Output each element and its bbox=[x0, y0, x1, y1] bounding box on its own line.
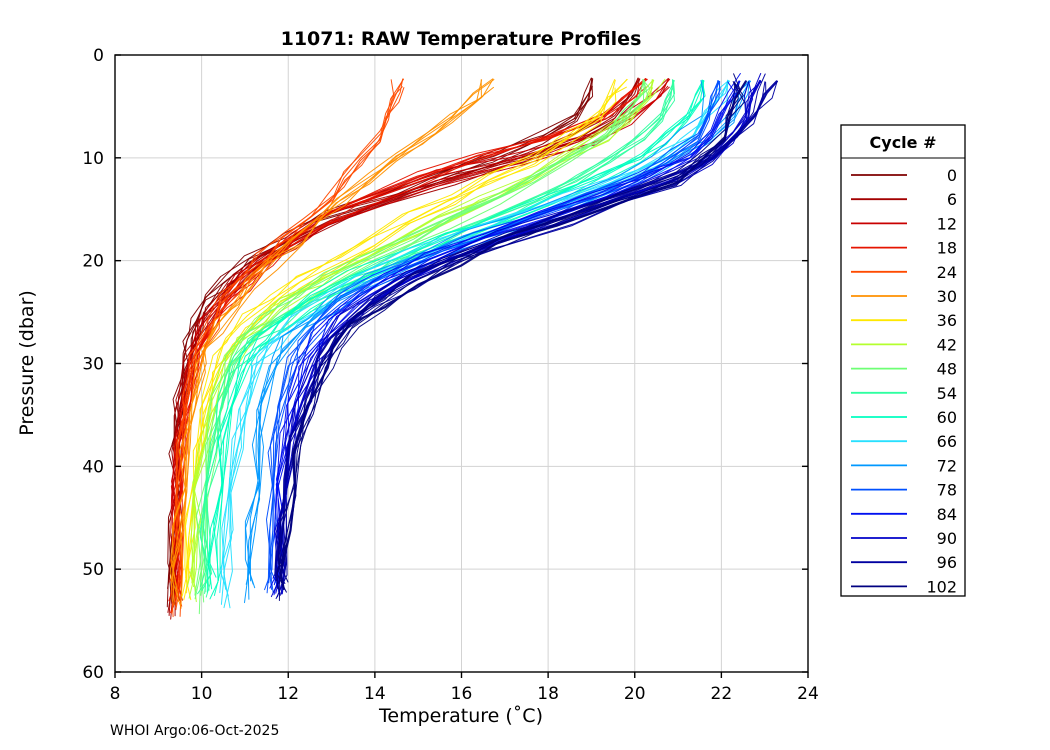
legend-item[interactable]: 36 bbox=[851, 311, 957, 330]
legend-item[interactable]: 18 bbox=[851, 239, 957, 258]
x-tick-label: 16 bbox=[451, 684, 473, 704]
y-tick-label: 50 bbox=[82, 560, 104, 580]
profile-line bbox=[208, 79, 703, 590]
legend-label: 42 bbox=[937, 335, 957, 354]
profile-line bbox=[201, 79, 675, 591]
legend-label: 0 bbox=[947, 166, 957, 185]
legend-label: 84 bbox=[937, 505, 957, 524]
profile-line bbox=[267, 80, 719, 594]
legend-label: 54 bbox=[937, 384, 957, 403]
legend-item[interactable]: 84 bbox=[851, 505, 957, 524]
legend-item[interactable]: 66 bbox=[851, 432, 957, 451]
x-tick-label: 22 bbox=[711, 684, 733, 704]
legend-label: 36 bbox=[937, 311, 957, 330]
x-tick-label: 24 bbox=[797, 684, 819, 704]
profile-line bbox=[266, 80, 721, 584]
profile-line bbox=[198, 79, 645, 615]
profile-line bbox=[282, 73, 766, 581]
profile-line bbox=[169, 78, 669, 583]
legend-item[interactable]: 6 bbox=[851, 190, 957, 209]
x-tick-label: 8 bbox=[110, 684, 121, 704]
legend-item[interactable]: 24 bbox=[851, 263, 957, 282]
legend-label: 72 bbox=[937, 456, 957, 475]
legend-item[interactable]: 78 bbox=[851, 481, 957, 500]
legend-title: Cycle # bbox=[870, 133, 937, 152]
profile-line bbox=[171, 86, 494, 609]
y-tick-label: 60 bbox=[82, 663, 104, 683]
legend-box bbox=[840, 124, 966, 597]
profile-line bbox=[185, 78, 628, 582]
chart-title: 11071: RAW Temperature Profiles bbox=[281, 28, 642, 50]
profile-line bbox=[199, 80, 675, 594]
y-tick-label: 30 bbox=[82, 355, 104, 375]
y-axis-label: Pressure (dbar) bbox=[16, 290, 38, 436]
grid-lines bbox=[115, 55, 808, 672]
profile-line bbox=[247, 80, 751, 600]
legend-item[interactable]: 60 bbox=[851, 408, 957, 427]
legend-label: 6 bbox=[947, 190, 957, 209]
profile-line bbox=[191, 79, 654, 584]
x-tick-label: 12 bbox=[277, 684, 299, 704]
legend-item[interactable]: 72 bbox=[851, 456, 957, 475]
legend-label: 18 bbox=[937, 239, 957, 258]
x-tick-label: 20 bbox=[624, 684, 646, 704]
profile-line bbox=[275, 81, 778, 585]
legend-item[interactable]: 42 bbox=[851, 335, 957, 354]
profile-line bbox=[170, 86, 640, 620]
profile-line bbox=[274, 80, 761, 598]
profile-line bbox=[276, 73, 741, 577]
profile-line bbox=[180, 79, 483, 605]
profile-line bbox=[278, 73, 741, 583]
legend-label: 102 bbox=[926, 577, 957, 596]
legend-item[interactable]: 0 bbox=[851, 166, 957, 185]
profile-line bbox=[175, 87, 405, 617]
profile-line bbox=[276, 81, 739, 593]
x-axis-label: Temperature (˚C) bbox=[378, 705, 543, 727]
legend-label: 12 bbox=[937, 214, 957, 233]
profile-curves bbox=[166, 73, 778, 620]
profile-line bbox=[277, 81, 744, 590]
legend-item[interactable]: 12 bbox=[851, 214, 957, 233]
y-tick-label: 0 bbox=[93, 46, 104, 66]
legend-item[interactable]: 30 bbox=[851, 287, 957, 306]
profile-line bbox=[171, 78, 670, 590]
x-axis-ticks: 8 10 12 14 16 18 20 22 24 bbox=[110, 672, 819, 704]
footer-credit: WHOI Argo:06-Oct-2025 bbox=[110, 723, 279, 739]
legend[interactable]: Cycle # 0 6 12 18 24 30 36 42 48 54 60 66 72 78 84 90 96… bbox=[840, 124, 966, 597]
legend-item[interactable]: 48 bbox=[851, 360, 957, 379]
legend-label: 78 bbox=[937, 481, 957, 500]
x-tick-label: 14 bbox=[364, 684, 386, 704]
y-axis-ticks: 0 10 20 30 40 50 60 bbox=[82, 46, 808, 683]
legend-label: 96 bbox=[937, 553, 957, 572]
profile-line bbox=[223, 80, 730, 609]
profile-line bbox=[278, 81, 767, 584]
x-tick-label: 18 bbox=[537, 684, 559, 704]
legend-label: 60 bbox=[937, 408, 957, 427]
y-tick-label: 40 bbox=[82, 457, 104, 477]
x-tick-label: 10 bbox=[191, 684, 213, 704]
legend-entries[interactable]: 0 6 12 18 24 30 36 42 48 54 60 66 72 78 84 90 96 102 bbox=[851, 166, 957, 596]
profile-line bbox=[276, 81, 737, 589]
legend-label: 24 bbox=[937, 263, 957, 282]
legend-item[interactable]: 96 bbox=[851, 553, 957, 572]
legend-label: 90 bbox=[937, 529, 957, 548]
legend-label: 66 bbox=[937, 432, 957, 451]
legend-item[interactable]: 90 bbox=[851, 529, 957, 548]
legend-item[interactable]: 102 bbox=[851, 577, 957, 596]
y-tick-label: 20 bbox=[82, 252, 104, 272]
profile-line bbox=[173, 78, 404, 611]
profile-line bbox=[175, 79, 395, 607]
y-tick-label: 10 bbox=[82, 149, 104, 169]
profile-line bbox=[190, 79, 655, 591]
legend-label: 48 bbox=[937, 360, 957, 379]
legend-label: 30 bbox=[937, 287, 957, 306]
legend-item[interactable]: 54 bbox=[851, 384, 957, 403]
profile-line bbox=[266, 81, 721, 594]
